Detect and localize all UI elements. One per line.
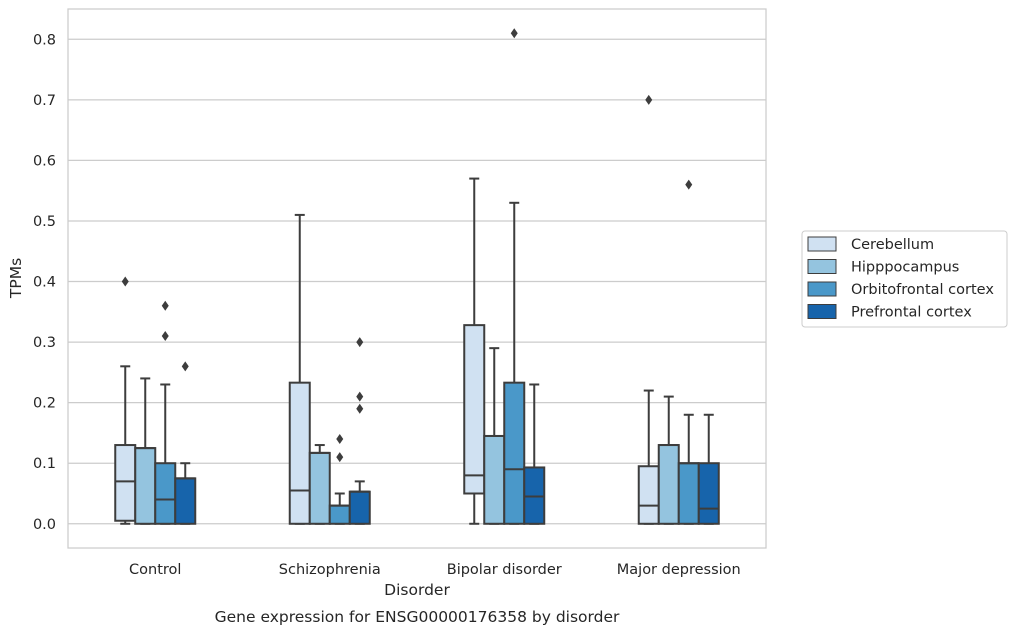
y-axis-label: TPMs [7,258,25,299]
y-tick-label: 0.5 [33,214,56,230]
box-body [134,447,157,525]
box [154,300,177,525]
plot-frame [67,8,767,549]
legend-label: Cerebellum [851,237,934,253]
chart-caption: Gene expression for ENSG00000176358 by d… [215,608,620,626]
y-tick-label: 0.0 [33,517,56,533]
box-body [657,444,680,525]
legend-label: Orbitofrontal cortex [851,282,994,298]
outlier-point [161,331,169,342]
y-tick-label: 0.8 [33,32,56,48]
box-body [114,444,137,522]
y-tick-label: 0.2 [33,396,56,412]
legend-label: Hipppocampus [851,260,959,276]
box [328,433,351,525]
x-tick-label: Control [129,562,181,578]
box-body [288,381,311,525]
box-body [677,462,700,525]
box [308,444,331,525]
box-body [308,451,331,525]
box-body [483,434,506,525]
box [463,177,486,525]
outlier-point [685,179,693,190]
box-body [328,504,351,525]
y-tick-label: 0.7 [33,93,56,109]
outlier-point [356,403,364,414]
box-body [154,462,177,525]
box [348,337,371,525]
x-tick-label: Schizophrenia [279,562,381,578]
legend-label: Prefrontal cortex [851,305,972,321]
legend-swatch [807,281,837,297]
legend-swatch [807,304,837,319]
box [657,395,680,525]
outlier-point [510,28,518,39]
box [503,28,526,525]
y-tick-label: 0.6 [33,153,56,169]
outlier-point [161,300,169,311]
box-body [348,490,371,525]
legend-swatch [807,236,837,252]
box-body [697,462,720,525]
outlier-point [181,361,189,372]
box [114,276,137,525]
x-tick-label: Bipolar disorder [447,562,562,578]
box [637,94,660,525]
box-body [503,381,526,525]
box [483,347,506,525]
box-body [463,324,486,495]
y-tick-label: 0.1 [33,456,56,472]
y-tick-labels: 0.0 0.1 0.2 0.3 0.4 0.5 0.6 0.7 0.8 [33,32,56,532]
outlier-point [336,433,344,444]
outlier-point [645,94,653,105]
x-axis-label: Disorder [384,581,450,599]
boxes [114,28,720,525]
legend: Cerebellum Hipppocampus Orbitofrontal cort… [801,230,1008,328]
box [134,377,157,525]
y-tick-label: 0.3 [33,335,56,351]
box-body [174,477,197,525]
box [697,413,720,525]
legend-frame [801,230,1008,328]
x-tick-label: Major depression [617,562,741,578]
box [288,213,311,525]
outlier-point [356,391,364,402]
box [677,179,700,525]
box-body [637,465,660,525]
legend-swatch [807,259,837,274]
outlier-point [121,276,129,287]
x-tick-labels: Control Schizophrenia Bipolar disorder Majo… [129,562,741,578]
box [523,383,546,525]
y-tick-label: 0.4 [33,275,56,291]
outlier-point [356,337,364,348]
outlier-point [336,452,344,463]
box [174,361,197,525]
